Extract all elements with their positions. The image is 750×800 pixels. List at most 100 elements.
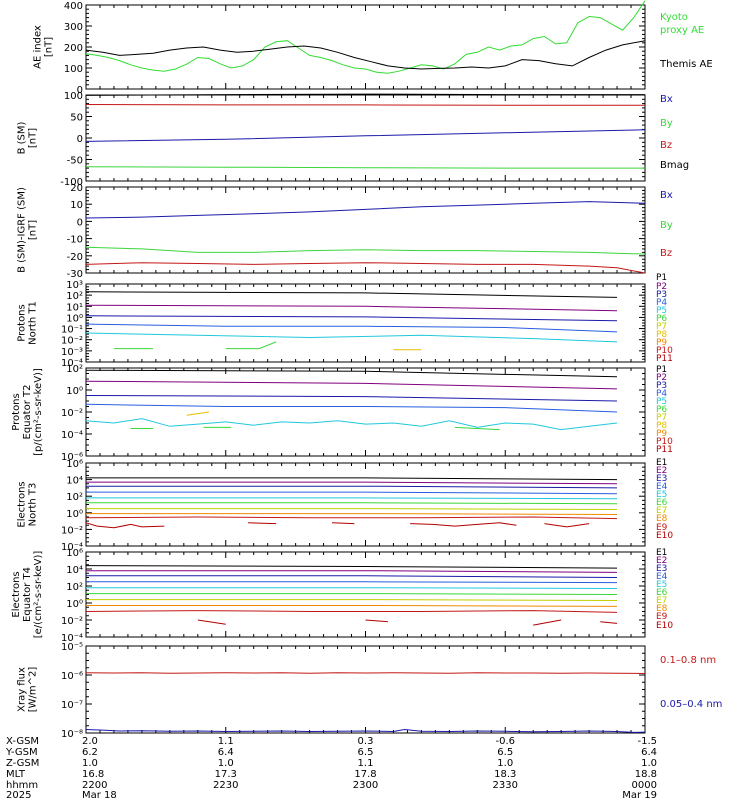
series-bz: [85, 262, 646, 274]
series-p4: [85, 403, 618, 413]
ephemeris-value: 1.0: [218, 758, 234, 769]
legend-entry: E1: [656, 548, 667, 558]
y-tick-label: 10⁻⁴: [61, 542, 83, 553]
ephemeris-row-label: Y-GSM: [5, 747, 38, 758]
y-tick-label: 10²: [66, 291, 83, 302]
ephemeris-value: 6.2: [82, 747, 98, 758]
panel-frame: [85, 367, 646, 457]
legend-entry: P10: [656, 346, 673, 356]
panel-ae: 0 100 200 300 400 AE index [nT] Kyoto proxy AE Th…: [33, 0, 713, 96]
legend-entry: 0.1–0.8 nm: [660, 655, 716, 666]
legend-entry: E9: [656, 612, 668, 622]
series-p5: [85, 332, 618, 343]
legend-entry: P2: [656, 282, 667, 292]
ephemeris-value: 2300: [353, 780, 378, 791]
series-0-05-0-4-nm: [85, 728, 646, 733]
series-e10d: [410, 522, 517, 527]
series-e10c: [331, 522, 355, 525]
series-e10: [197, 619, 226, 625]
legend-entry: P1: [656, 365, 667, 375]
y-tick-label: 400: [64, 1, 83, 12]
y-tick-label: 10⁻²: [61, 616, 83, 627]
panel-bsm: -100 -50 0 50 100 B (SM) [nT] Bx By Bz Bmag: [17, 91, 690, 188]
y-axis-label-line: B (SM)-IGRF (SM): [17, 187, 28, 273]
ephemeris-value: 1.0: [82, 758, 98, 769]
y-axis-label: AE index [nT]: [33, 25, 55, 69]
panel-frame: [85, 645, 646, 734]
legend-entry: P4: [656, 298, 667, 308]
y-tick-label: 10⁻²: [61, 336, 83, 347]
legend-entry: Kyoto: [660, 12, 688, 23]
y-tick-label: 300: [64, 22, 83, 33]
y-axis-label-line: Protons: [11, 393, 22, 430]
y-tick-label: 50: [70, 113, 83, 124]
legend-entry: By: [660, 118, 673, 129]
ephemeris-value: 2330: [493, 780, 518, 791]
legend-entry: proxy AE: [660, 25, 704, 36]
panel-frame: [85, 4, 646, 90]
ephemeris-row-label: X-GSM: [6, 736, 39, 747]
series-e10c: [533, 619, 562, 626]
series-kyoto-proxy-ae: [85, 0, 646, 74]
y-tick-label: 100: [64, 64, 83, 75]
legend-entry: P5: [656, 306, 667, 316]
y-axis-label: Protons North T1: [17, 301, 39, 345]
ephemeris-value: 6.4: [641, 747, 657, 758]
series-p8: [186, 411, 210, 416]
y-tick-label: 10⁶: [66, 548, 83, 559]
series-e8: [86, 513, 618, 515]
panel-pe2: 10⁻⁶ 10⁻⁴ 10⁻² 10⁰ 10² Protons Equator T2 [p/(c…: [11, 364, 673, 463]
legend-entry: E9: [656, 523, 668, 533]
ephemeris-row-label: hhmm: [6, 780, 38, 791]
series-e10b: [365, 619, 388, 623]
y-tick-label: 10²: [66, 364, 83, 375]
y-axis-label-line: [p/(cm²-s-sr-keV)]: [33, 368, 44, 456]
series-p1: [85, 369, 618, 378]
ephemeris-value: 1.0: [641, 758, 657, 769]
y-tick-label: -50: [67, 156, 83, 167]
y-axis-label-line: [nT]: [44, 37, 55, 57]
y-tick-label: 10²: [66, 582, 83, 593]
series-e1: [85, 565, 618, 569]
y-axis-label-line: AE index: [33, 25, 44, 69]
legend-entry: P11: [656, 445, 673, 455]
legend-entry: E3: [656, 474, 667, 484]
legend-entry: P10: [656, 437, 673, 447]
series-e10: [85, 522, 165, 529]
y-axis-label-line: B (SM): [17, 121, 28, 154]
panel-frame: [85, 462, 646, 547]
legend-entry: Bz: [660, 248, 672, 259]
y-axis-label-line: Electrons: [17, 481, 28, 527]
y-tick-label: 0: [77, 217, 83, 228]
y-axis-label: B (SM)-IGRF (SM) [nT]: [17, 187, 39, 273]
ephemeris-row-label: MLT: [6, 769, 26, 780]
series-e6: [86, 593, 618, 595]
legend-entry: E6: [656, 588, 668, 598]
y-axis-label: Electrons North T3: [17, 481, 39, 527]
legend-entry: P11: [656, 354, 673, 364]
panel-bigrf: -30 -20 -10 0 10 20 B (SM)-IGRF (SM) [nT] Bx By Bz: [17, 183, 673, 280]
y-tick-label: 10⁻⁶: [61, 452, 83, 463]
series-e9: [85, 610, 618, 613]
y-tick-label: 10⁻⁸: [61, 729, 83, 740]
legend-entry: E10: [656, 531, 673, 541]
series-e1: [86, 477, 618, 481]
series-themis-ae: [85, 40, 646, 70]
ephemeris-value: 6.4: [218, 747, 234, 758]
legend-entry: E3: [656, 564, 667, 574]
series-0-1-0-8-nm: [85, 672, 646, 674]
legend-entry: E6: [656, 498, 668, 508]
series-p3: [85, 395, 618, 402]
y-tick-label: 20: [70, 183, 83, 194]
y-axis-label-line: [nT]: [28, 128, 39, 148]
legend-entry: Bmag: [660, 160, 689, 171]
legend-entry: P9: [656, 338, 667, 348]
legend-entry: 0.05–0.4 nm: [660, 699, 722, 710]
y-tick-label: 10⁻⁴: [61, 430, 83, 441]
series-p2: [85, 304, 618, 312]
ephemeris-value: 6.5: [358, 747, 374, 758]
y-axis-label-line: Equator T2: [22, 385, 33, 440]
y-tick-label: 10⁻²: [61, 408, 83, 419]
ephemeris-value: 17.8: [354, 769, 376, 780]
panel-frame: [85, 186, 646, 274]
